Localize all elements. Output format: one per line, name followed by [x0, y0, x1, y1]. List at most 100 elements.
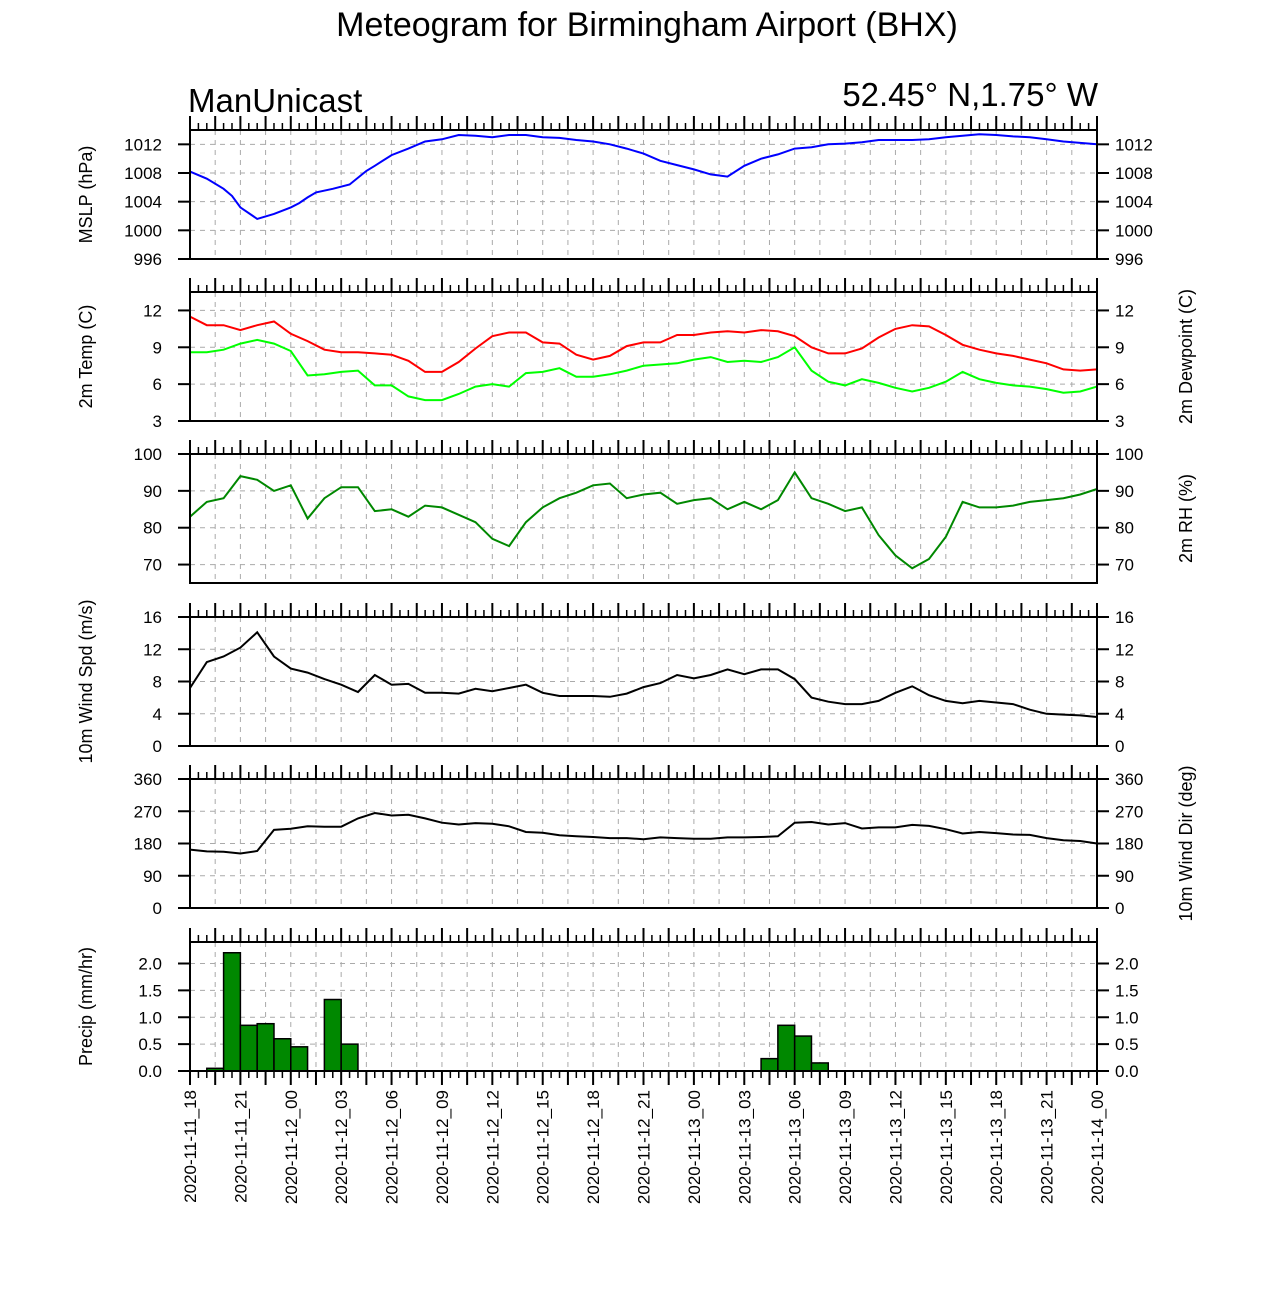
time-tick-label: 2020-11-14_00 [1088, 1090, 1107, 1204]
time-tick-label: 2020-11-12_06 [383, 1090, 402, 1204]
y-tick-label-right: 1012 [1115, 135, 1153, 154]
y-tick-label-left: 9 [153, 338, 162, 357]
y-axis-title-right: 2m RH (%) [1176, 474, 1196, 563]
time-tick-label: 2020-11-12_15 [534, 1090, 553, 1204]
y-axis-title-left: 2m Temp (C) [76, 305, 96, 409]
y-tick-label-left: 0.5 [138, 1035, 162, 1054]
y-tick-label-right: 1.0 [1115, 1008, 1139, 1027]
y-tick-label-left: 1004 [124, 193, 162, 212]
time-axis: 2020-11-11_18 2020-11-11_21 2020-11-12_00 2… [181, 1090, 1107, 1204]
y-tick-label-right: 12 [1115, 301, 1134, 320]
y-tick-label-left: 360 [134, 770, 162, 789]
y-tick-label-right: 90 [1115, 482, 1134, 501]
time-tick-label: 2020-11-13_09 [836, 1090, 855, 1204]
y-tick-label-left: 3 [153, 412, 162, 431]
y-tick-label-right: 1.5 [1115, 981, 1139, 1000]
precip-bar [810, 1062, 830, 1072]
y-tick-label-right: 180 [1115, 835, 1143, 854]
y-tick-label-left: 2.0 [138, 955, 162, 974]
y-tick-label-right: 360 [1115, 770, 1143, 789]
y-tick-label-right: 270 [1115, 802, 1143, 821]
y-tick-label-left: 0 [153, 899, 162, 918]
precip-bar [222, 952, 242, 1072]
time-tick-label: 2020-11-13_15 [937, 1090, 956, 1204]
y-tick-label-left: 90 [143, 867, 162, 886]
y-tick-label-right: 70 [1115, 556, 1134, 575]
precip-bar [273, 1038, 292, 1072]
y-tick-label-left: 4 [153, 705, 162, 724]
precip-bar [290, 1046, 309, 1072]
y-tick-label-right: 0.0 [1115, 1062, 1139, 1081]
y-tick-label-left: 180 [134, 835, 162, 854]
precip-bar [340, 1043, 359, 1072]
y-tick-label-left: 80 [143, 519, 162, 538]
y-tick-label-left: 1008 [124, 164, 162, 183]
time-tick-label: 2020-11-13_21 [1038, 1090, 1057, 1204]
y-tick-label-right: 8 [1115, 673, 1124, 692]
y-tick-label-left: 70 [143, 556, 162, 575]
panel-temp: 3 3 6 6 9 9 12 12 2m Temp (C) 2m Dewpoint (C) [76, 278, 1196, 431]
y-axis-title-left: Precip (mm/hr) [76, 947, 96, 1066]
precip-bar [760, 1057, 779, 1072]
series-line-mslp [189, 133, 1098, 220]
y-tick-label-left: 0.0 [138, 1062, 162, 1081]
y-tick-label-left: 270 [134, 802, 162, 821]
y-tick-label-right: 90 [1115, 867, 1134, 886]
panel-wind_speed: 0 0 4 4 8 8 12 12 16 16 10m Wind Spd (m/s) [76, 599, 1134, 763]
model-name: ManUnicast [188, 82, 362, 119]
time-tick-label: 2020-11-12_18 [584, 1090, 603, 1204]
series-line-temp [189, 315, 1098, 373]
y-tick-label-left: 1.5 [138, 981, 162, 1000]
series-line-wind_dir [189, 811, 1098, 855]
y-tick-label-right: 6 [1115, 375, 1124, 394]
y-tick-label-right: 100 [1115, 445, 1143, 464]
y-tick-label-left: 1000 [124, 221, 162, 240]
y-tick-label-left: 996 [134, 250, 162, 269]
y-axis-title-left: 10m Wind Spd (m/s) [76, 599, 96, 763]
y-tick-label-left: 16 [143, 608, 162, 627]
time-tick-label: 2020-11-13_06 [786, 1090, 805, 1204]
time-tick-label: 2020-11-13_18 [987, 1090, 1006, 1204]
precip-bar [793, 1035, 813, 1072]
y-tick-label-right: 0 [1115, 899, 1124, 918]
panel-mslp: 996 996 1000 1000 1004 1004 1008 1008 1012 1012 MS… [76, 116, 1153, 269]
y-tick-label-right: 1008 [1115, 164, 1153, 183]
series-line-wind_speed [189, 630, 1098, 718]
panel-rh: 70 70 80 80 90 90 100 100 2m RH (%) [134, 440, 1196, 584]
y-tick-label-right: 4 [1115, 705, 1124, 724]
y-tick-label-right: 996 [1115, 250, 1143, 269]
series-line-dewpoint [190, 338, 1098, 402]
y-axis-title-right: 10m Wind Dir (deg) [1176, 765, 1196, 921]
y-tick-label-right: 1000 [1115, 221, 1153, 240]
y-tick-label-left: 100 [134, 445, 162, 464]
y-tick-label-right: 16 [1115, 608, 1134, 627]
y-tick-label-left: 0 [153, 737, 162, 756]
time-tick-label: 2020-11-12_12 [483, 1090, 502, 1204]
time-tick-label: 2020-11-13_00 [685, 1090, 704, 1204]
y-tick-label-right: 12 [1115, 640, 1134, 659]
time-tick-label: 2020-11-11_18 [181, 1090, 200, 1203]
y-axis-title-left: MSLP (hPa) [76, 146, 96, 244]
time-tick-label: 2020-11-12_00 [282, 1090, 301, 1204]
y-tick-label-right: 0 [1115, 737, 1124, 756]
y-tick-label-right: 1004 [1115, 193, 1153, 212]
y-tick-label-right: 2.0 [1115, 955, 1139, 974]
precip-bar [239, 1024, 258, 1072]
y-tick-label-right: 3 [1115, 412, 1124, 431]
time-tick-label: 2020-11-12_03 [332, 1090, 351, 1204]
y-tick-label-left: 1.0 [138, 1008, 162, 1027]
precip-bar [256, 1022, 275, 1072]
y-tick-label-left: 12 [143, 301, 162, 320]
time-tick-label: 2020-11-13_03 [735, 1090, 754, 1204]
panel-wind_dir: 0 0 90 90 180 180 270 270 360 360 10m Wind Dir (de… [134, 765, 1196, 922]
y-tick-label-left: 1012 [124, 135, 162, 154]
y-tick-label-left: 8 [153, 673, 162, 692]
y-tick-label-left: 90 [143, 482, 162, 501]
precip-bar [323, 998, 342, 1072]
y-tick-label-right: 9 [1115, 338, 1124, 357]
time-tick-label: 2020-11-11_21 [231, 1090, 250, 1203]
time-tick-label: 2020-11-13_12 [886, 1090, 905, 1204]
y-axis-title-right: 2m Dewpoint (C) [1176, 289, 1196, 424]
panel-precip: 0.0 0.0 0.5 0.5 1.0 1.0 1.5 1.5 2.0 2.0 Precip (mm… [76, 928, 1139, 1085]
